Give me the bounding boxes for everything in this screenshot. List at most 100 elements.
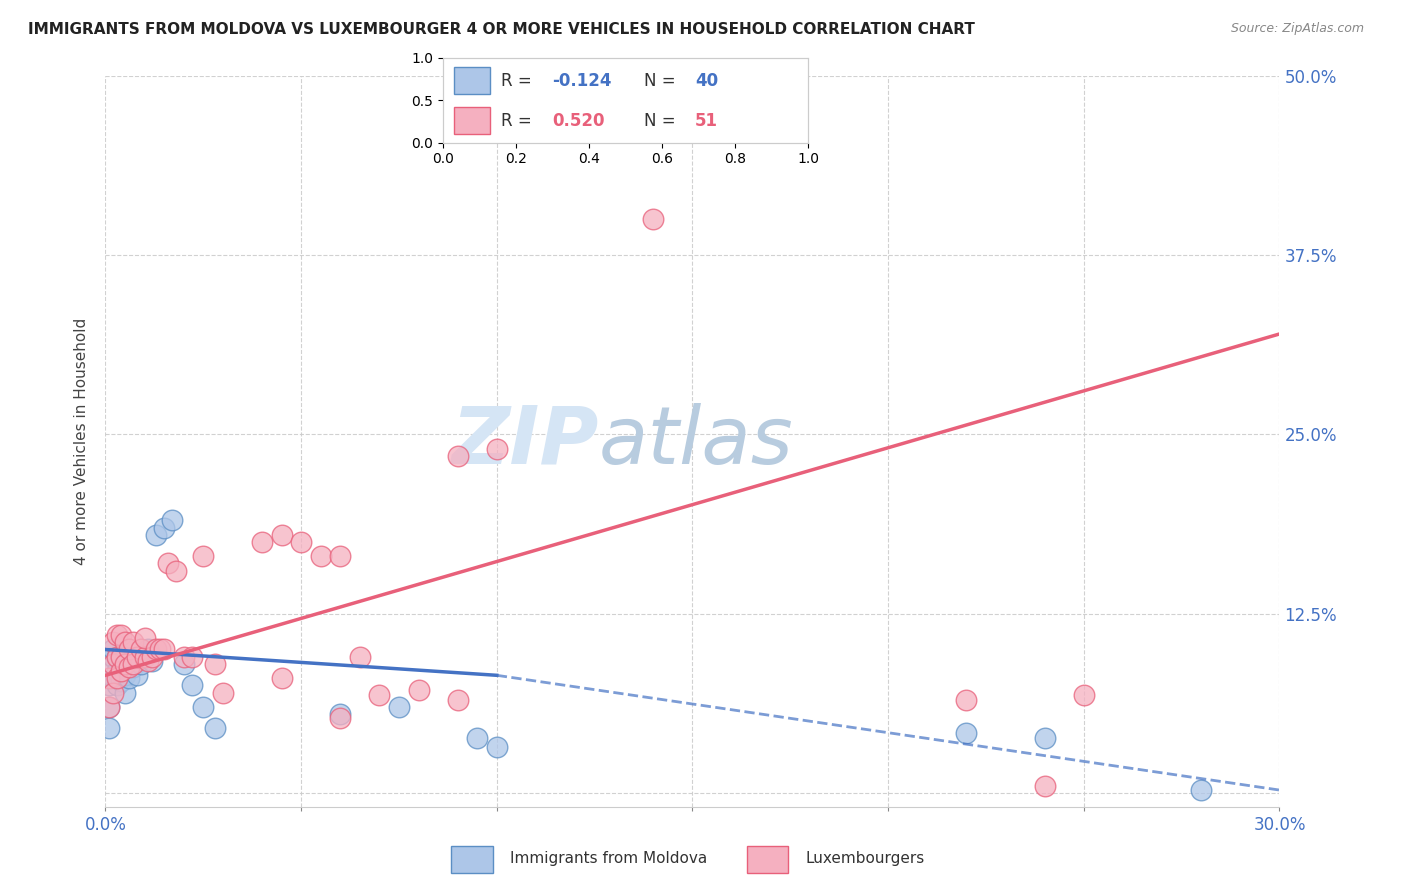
Point xyxy=(103,642,125,657)
Point xyxy=(103,635,125,649)
FancyBboxPatch shape xyxy=(454,67,491,95)
Text: N =: N = xyxy=(644,112,675,129)
Point xyxy=(118,642,141,657)
Text: R =: R = xyxy=(502,72,531,90)
FancyBboxPatch shape xyxy=(454,107,491,134)
Y-axis label: 4 or more Vehicles in Household: 4 or more Vehicles in Household xyxy=(75,318,90,566)
Text: Luxembourgers: Luxembourgers xyxy=(806,851,925,866)
Point xyxy=(141,654,163,668)
Point xyxy=(125,649,148,664)
Point xyxy=(103,649,125,664)
Point xyxy=(193,549,215,564)
Text: IMMIGRANTS FROM MOLDOVA VS LUXEMBOURGER 4 OR MORE VEHICLES IN HOUSEHOLD CORRELAT: IMMIGRANTS FROM MOLDOVA VS LUXEMBOURGER … xyxy=(28,22,974,37)
Point xyxy=(125,654,148,668)
Point xyxy=(98,699,121,714)
Point xyxy=(105,649,128,664)
Point xyxy=(446,692,468,706)
Point xyxy=(157,557,180,571)
Point xyxy=(408,682,430,697)
Text: atlas: atlas xyxy=(599,402,793,481)
Text: R =: R = xyxy=(502,112,531,129)
Point xyxy=(485,442,508,456)
Point xyxy=(129,642,152,657)
Point xyxy=(204,722,226,736)
Point xyxy=(368,689,391,703)
Point xyxy=(121,649,143,664)
Point xyxy=(329,549,352,564)
Point xyxy=(145,642,167,657)
Point xyxy=(309,549,332,564)
Point xyxy=(110,664,132,678)
Point xyxy=(388,699,411,714)
Point xyxy=(98,678,121,692)
Point xyxy=(118,671,141,685)
Point xyxy=(114,668,136,682)
Text: 40: 40 xyxy=(695,72,718,90)
Point xyxy=(105,678,128,692)
Point xyxy=(105,664,128,678)
Point xyxy=(1033,779,1056,793)
Point xyxy=(270,671,292,685)
Point xyxy=(138,654,160,668)
Point xyxy=(121,657,143,671)
Point xyxy=(114,685,136,699)
Point xyxy=(121,659,143,673)
Point xyxy=(446,449,468,463)
Point xyxy=(103,671,125,685)
Point xyxy=(211,685,233,699)
Point xyxy=(110,664,132,678)
Point xyxy=(153,642,176,657)
Text: ZIP: ZIP xyxy=(451,402,599,481)
Point xyxy=(121,635,143,649)
Point xyxy=(103,657,125,671)
Point xyxy=(955,725,977,739)
Point xyxy=(114,635,136,649)
Point xyxy=(105,649,128,664)
FancyBboxPatch shape xyxy=(747,847,787,873)
Point xyxy=(98,699,121,714)
Text: Source: ZipAtlas.com: Source: ZipAtlas.com xyxy=(1230,22,1364,36)
Point xyxy=(173,657,195,671)
Text: -0.124: -0.124 xyxy=(553,72,612,90)
Point xyxy=(329,711,352,725)
Point xyxy=(105,671,128,685)
Point xyxy=(180,678,202,692)
Point xyxy=(643,212,665,227)
Point xyxy=(1189,783,1212,797)
Point xyxy=(125,668,148,682)
Text: 51: 51 xyxy=(695,112,718,129)
Point xyxy=(250,535,273,549)
Point xyxy=(98,671,121,685)
Point xyxy=(165,564,187,578)
Point xyxy=(129,657,152,671)
Point xyxy=(270,528,292,542)
Text: 0.520: 0.520 xyxy=(553,112,605,129)
Point xyxy=(145,528,167,542)
Point xyxy=(114,649,136,664)
Point xyxy=(134,649,156,664)
Point xyxy=(290,535,312,549)
FancyBboxPatch shape xyxy=(451,847,492,873)
Point xyxy=(110,649,132,664)
Point xyxy=(193,699,215,714)
Point xyxy=(138,642,160,657)
Point xyxy=(149,642,172,657)
Point xyxy=(1033,731,1056,746)
Point xyxy=(173,649,195,664)
Point xyxy=(110,649,132,664)
Point xyxy=(759,114,782,128)
Point xyxy=(134,649,156,664)
Point xyxy=(118,654,141,668)
Point xyxy=(153,520,176,534)
Point xyxy=(1073,689,1095,703)
Point xyxy=(180,649,202,664)
Point xyxy=(134,631,156,645)
Point xyxy=(955,692,977,706)
Point xyxy=(103,657,125,671)
Point xyxy=(141,649,163,664)
Point xyxy=(329,706,352,721)
Text: Immigrants from Moldova: Immigrants from Moldova xyxy=(510,851,707,866)
Point xyxy=(98,722,121,736)
Point xyxy=(103,685,125,699)
Point xyxy=(204,657,226,671)
